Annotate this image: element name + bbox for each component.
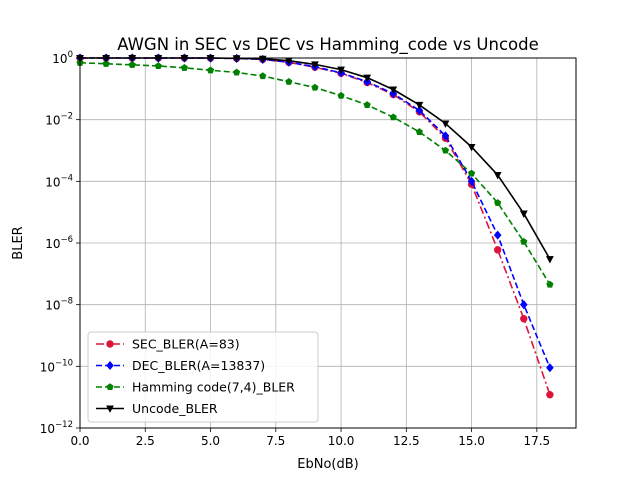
x-axis-label: EbNo(dB): [297, 457, 358, 472]
data-point: [545, 256, 554, 264]
data-point: [389, 86, 398, 94]
data-point: [519, 210, 528, 218]
x-tick-label: 15.0: [458, 434, 485, 448]
data-point: [415, 128, 423, 135]
data-point: [493, 246, 502, 254]
x-tick-label: 7.5: [266, 434, 285, 448]
y-axis-label: BLER: [11, 226, 26, 259]
data-point: [415, 101, 424, 110]
data-point: [206, 54, 215, 63]
data-point: [389, 113, 397, 121]
data-point: [546, 280, 554, 288]
data-point: [546, 391, 554, 399]
legend-item: Uncode_BLER: [96, 401, 218, 416]
data-point: [180, 64, 189, 71]
legend-marker: [106, 383, 114, 391]
legend-marker: [106, 360, 114, 371]
legend-label: SEC_BLER(A=83): [132, 337, 240, 352]
chart-title: AWGN in SEC vs DEC vs Hamming_code vs Un…: [117, 35, 539, 55]
series-3: [76, 59, 554, 288]
data-point: [493, 230, 502, 240]
x-tick-label: 17.5: [523, 434, 550, 448]
data-point: [441, 131, 450, 141]
data-point: [206, 66, 215, 74]
data-point: [519, 300, 528, 310]
data-point: [520, 237, 528, 245]
data-point: [441, 146, 450, 154]
data-point: [285, 77, 293, 85]
data-point: [102, 54, 111, 63]
legend: SEC_BLER(A=83) DEC_BLER(A=13837) Hamming c…: [87, 331, 319, 423]
legend-item: DEC_BLER(A=13837): [96, 358, 265, 373]
data-point: [467, 176, 476, 186]
data-point: [494, 199, 502, 206]
x-tick-label: 12.5: [393, 434, 420, 448]
x-tick-label: 10.0: [328, 434, 355, 448]
data-point: [311, 61, 319, 69]
data-point: [337, 91, 345, 99]
data-point: [493, 172, 502, 180]
legend-label: Uncode_BLER: [132, 401, 218, 416]
data-point: [337, 66, 345, 75]
data-point: [233, 68, 241, 76]
data-point: [128, 54, 137, 63]
data-point: [102, 59, 110, 67]
legend-marker: [106, 340, 114, 348]
data-point: [520, 315, 528, 323]
legend-item: Hamming code(7,4)_BLER: [96, 380, 295, 395]
legend-box: [87, 331, 319, 423]
data-point: [154, 62, 162, 70]
data-point: [363, 101, 371, 109]
data-point: [154, 54, 163, 63]
data-point: [128, 61, 136, 68]
legend-item: SEC_BLER(A=83): [96, 337, 240, 352]
data-point: [546, 363, 554, 373]
data-point: [467, 143, 476, 152]
data-point: [363, 74, 372, 83]
legend-marker: [106, 405, 114, 413]
data-point: [311, 83, 319, 91]
legend-label: DEC_BLER(A=13837): [132, 358, 265, 373]
data-point: [259, 72, 267, 80]
data-point: [467, 169, 476, 177]
x-tick-label: 5.0: [201, 434, 220, 448]
data-point: [232, 55, 241, 63]
data-point: [415, 105, 424, 115]
x-tick-label: 2.5: [136, 434, 155, 448]
data-point: [180, 54, 189, 63]
x-axis: 0.0 2.5 5.0 7.5 10.0 12.5 15.0 17.5: [70, 428, 550, 448]
legend-label: Hamming code(7,4)_BLER: [132, 380, 295, 395]
data-point: [441, 120, 450, 128]
x-tick-label: 0.0: [70, 434, 89, 448]
